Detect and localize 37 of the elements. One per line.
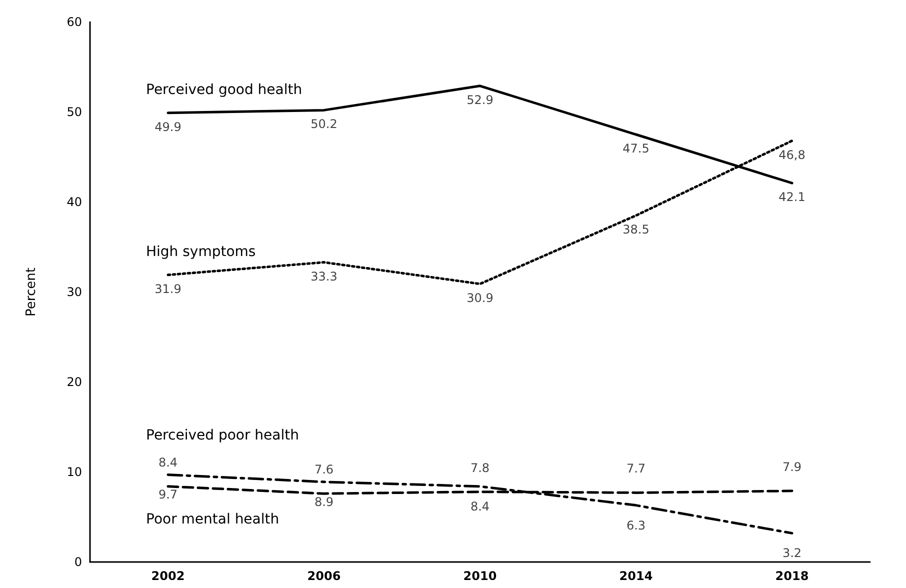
x-tick-label: 2018 xyxy=(775,569,809,583)
data-label: 7.9 xyxy=(782,460,802,474)
data-label: 8.4 xyxy=(470,499,490,514)
data-label: 42.1 xyxy=(778,190,806,204)
y-tick-label: 60 xyxy=(66,15,82,29)
data-label: 7.7 xyxy=(626,462,646,476)
y-tick-label: 50 xyxy=(66,105,82,119)
y-tick-label: 20 xyxy=(66,375,82,389)
data-label: 33.3 xyxy=(310,269,338,284)
y-tick-label: 10 xyxy=(66,465,82,479)
data-label: 9.7 xyxy=(158,488,178,502)
data-label: 47.5 xyxy=(622,142,650,156)
series-label: High symptoms xyxy=(146,244,256,260)
data-label: 3.2 xyxy=(782,546,802,560)
x-tick-label: 2006 xyxy=(307,569,341,583)
data-label: 7.8 xyxy=(470,460,490,475)
y-tick-label: 30 xyxy=(66,285,82,299)
data-label: 50.2 xyxy=(310,117,338,132)
data-label: 30.9 xyxy=(466,290,494,305)
data-label: 8.9 xyxy=(314,494,334,509)
data-label: 8.4 xyxy=(158,455,178,470)
x-tick-label: 2002 xyxy=(151,569,185,583)
y-tick-label: 40 xyxy=(66,195,82,209)
x-tick-label: 2010 xyxy=(463,569,497,583)
data-label: 49.9 xyxy=(154,120,182,134)
series-label: Poor mental health xyxy=(146,511,280,528)
data-label: 52.9 xyxy=(466,92,494,107)
data-label: 6.3 xyxy=(626,518,646,532)
data-label: 38.5 xyxy=(622,222,650,236)
text: Perceived poor health xyxy=(146,428,299,444)
x-tick-label: 2014 xyxy=(619,569,653,583)
y-tick-label: 0 xyxy=(74,555,82,569)
data-label: 46,8 xyxy=(778,148,806,162)
data-label: 7.6 xyxy=(314,462,334,477)
data-label: 31.9 xyxy=(154,282,182,296)
series-label: Perceived good health xyxy=(146,82,302,98)
y-axis-title: Percent xyxy=(24,268,39,316)
